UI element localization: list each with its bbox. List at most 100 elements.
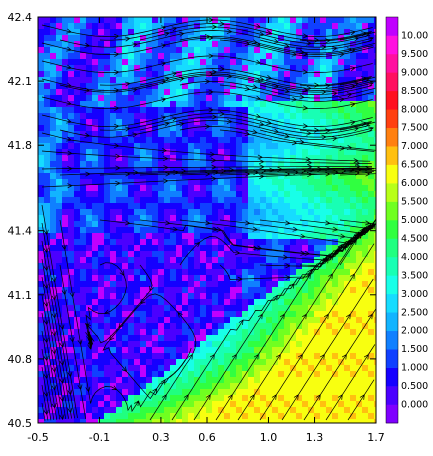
field-cell (242, 389, 249, 396)
field-cell (224, 71, 231, 78)
field-cell (194, 221, 201, 228)
field-cell (38, 161, 45, 168)
field-cell (344, 395, 351, 402)
field-cell (350, 233, 357, 240)
field-cell (290, 233, 297, 240)
field-cell (224, 35, 231, 42)
field-cell (98, 275, 105, 282)
field-cell (200, 137, 207, 144)
field-cell (86, 227, 93, 234)
field-cell (230, 395, 237, 402)
field-cell (80, 125, 87, 132)
field-cell (140, 245, 147, 252)
field-cell (86, 287, 93, 294)
field-cell (170, 389, 177, 396)
field-cell (344, 35, 351, 42)
field-cell (206, 155, 213, 162)
field-cell (56, 179, 63, 186)
field-cell (188, 59, 195, 66)
field-cell (362, 65, 369, 72)
field-cell (170, 59, 177, 66)
field-cell (194, 23, 201, 30)
field-cell (278, 179, 285, 186)
field-cell (170, 125, 177, 132)
field-cell (56, 317, 63, 324)
field-cell (356, 275, 363, 282)
field-cell (182, 359, 189, 366)
field-cell (272, 71, 279, 78)
field-cell (44, 275, 51, 282)
field-cell (92, 173, 99, 180)
field-cell (68, 161, 75, 168)
field-cell (74, 371, 81, 378)
field-cell (68, 113, 75, 120)
field-cell (200, 197, 207, 204)
field-cell (62, 401, 69, 408)
field-cell (158, 407, 165, 414)
field-cell (344, 71, 351, 78)
field-cell (248, 89, 255, 96)
field-cell (278, 197, 285, 204)
field-cell (212, 365, 219, 372)
field-cell (128, 335, 135, 342)
field-cell (350, 17, 357, 24)
field-cell (188, 227, 195, 234)
field-cell (80, 209, 87, 216)
field-cell (326, 269, 333, 276)
field-cell (170, 101, 177, 108)
field-cell (50, 239, 57, 246)
field-cell (230, 377, 237, 384)
field-cell (134, 167, 141, 174)
field-cell (314, 215, 321, 222)
field-cell (266, 179, 273, 186)
field-cell (230, 233, 237, 240)
field-cell (212, 95, 219, 102)
field-cell (86, 59, 93, 66)
streamline (41, 222, 75, 419)
field-cell (152, 335, 159, 342)
field-cell (296, 377, 303, 384)
field-cell (164, 317, 171, 324)
field-cell (116, 35, 123, 42)
field-cell (74, 347, 81, 354)
field-cell (92, 113, 99, 120)
field-cell (368, 29, 375, 36)
field-cell (44, 89, 51, 96)
field-cell (248, 179, 255, 186)
field-cell (158, 359, 165, 366)
field-cell (80, 347, 87, 354)
field-cell (224, 137, 231, 144)
field-cell (128, 221, 135, 228)
field-cell (320, 83, 327, 90)
field-cell (362, 329, 369, 336)
field-cell (158, 377, 165, 384)
y-tick-label: 41.1 (8, 289, 33, 302)
field-cell (326, 239, 333, 246)
field-cell (368, 281, 375, 288)
field-cell (74, 299, 81, 306)
field-cell (206, 347, 213, 354)
field-cell (68, 197, 75, 204)
field-cell (332, 41, 339, 48)
field-cell (314, 185, 321, 192)
field-cell (242, 299, 249, 306)
field-cell (104, 395, 111, 402)
field-cell (56, 293, 63, 300)
field-cell (146, 353, 153, 360)
field-cell (44, 407, 51, 414)
field-cell (350, 89, 357, 96)
field-cell (50, 299, 57, 306)
field-cell (158, 137, 165, 144)
field-cell (146, 311, 153, 318)
field-cell (176, 233, 183, 240)
field-cell (350, 113, 357, 120)
field-cell (38, 107, 45, 114)
field-cell (344, 53, 351, 60)
field-cell (56, 347, 63, 354)
field-cell (164, 71, 171, 78)
field-cell (44, 137, 51, 144)
field-cell (236, 263, 243, 270)
field-cell (362, 251, 369, 258)
field-cell (92, 299, 99, 306)
field-cell (302, 257, 309, 264)
